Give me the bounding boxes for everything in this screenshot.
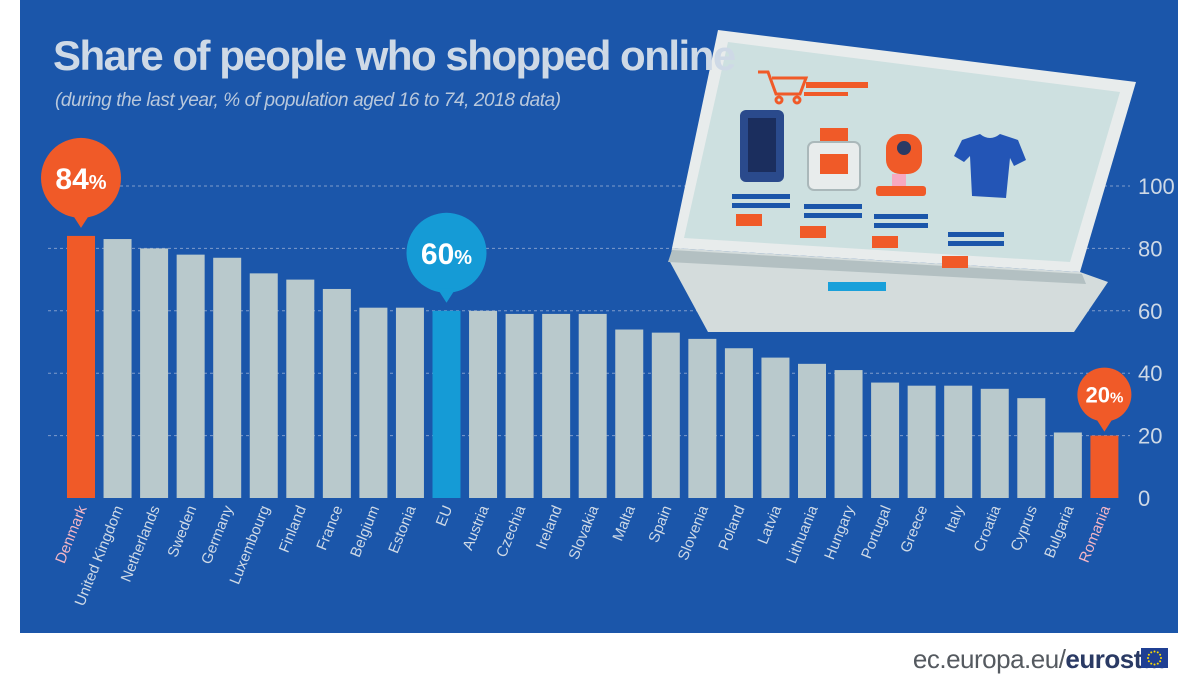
bar-greece (907, 385, 936, 498)
bar-portugal (871, 382, 900, 498)
bar-finland (286, 279, 315, 498)
x-tick-label: Denmark (52, 503, 91, 566)
x-tick-label: Latvia (754, 503, 785, 547)
y-tick-label: 100 (1138, 174, 1175, 199)
bar-cyprus (1017, 398, 1046, 498)
bar-belgium (359, 307, 388, 498)
x-tick-label: Austria (460, 503, 493, 553)
chart-subtitle: (during the last year, % of population a… (55, 90, 561, 111)
callouts: 84% 60% 20% (41, 137, 1132, 432)
x-tick-label: Lithuania (783, 503, 822, 566)
bar-slovenia (688, 338, 717, 498)
bar-romania (1090, 435, 1119, 498)
bar-germany (213, 257, 242, 498)
bar-sweden (176, 254, 205, 498)
bar-latvia (761, 357, 790, 498)
bar-eu (432, 310, 461, 498)
bars (67, 235, 1119, 499)
callout-romania: 20% (1077, 367, 1132, 432)
y-tick-label: 40 (1138, 361, 1162, 386)
bar-ireland (542, 313, 571, 498)
callout-eu: 60% (406, 212, 487, 303)
source-credit[interactable]: ec.europa.eu/eurostat (912, 644, 1165, 675)
x-tick-label: Greece (897, 503, 931, 555)
y-tick-label: 20 (1138, 424, 1162, 449)
laptop-shopping-cart-illustration (668, 30, 1136, 332)
callout-unit: % (89, 172, 107, 194)
bar-hungary (834, 370, 863, 498)
x-tick-label: Sweden (164, 503, 200, 560)
x-tick-label: Portugal (858, 503, 895, 561)
x-tick-label: Hungary (821, 503, 858, 562)
bar-denmark (67, 235, 95, 499)
callout-denmark: 84% (41, 137, 121, 228)
bar-malta (615, 329, 644, 498)
bar-united-kingdom (103, 239, 132, 499)
x-tick-label: Czechia (493, 503, 529, 560)
bar-poland (724, 348, 753, 498)
bar-estonia (395, 307, 424, 498)
x-tick-label: Spain (645, 503, 675, 545)
x-tick-label: Italy (942, 503, 968, 535)
x-tick-label: Slovakia (565, 503, 602, 563)
x-tick-label: Cyprus (1007, 503, 1041, 553)
x-tick-label: Malta (609, 503, 639, 544)
x-tick-label: Finland (276, 503, 310, 555)
bar-czechia (505, 313, 534, 498)
bar-croatia (980, 388, 1009, 498)
chart-panel: 84% 60% 20% 0 20 40 60 80 100 Denmark United Kin… (20, 0, 1178, 633)
bar-luxembourg (249, 273, 278, 498)
bar-netherlands (140, 248, 169, 498)
callout-label: 84% (55, 163, 106, 196)
x-tick-label: Estonia (385, 503, 420, 556)
bar-spain (651, 332, 680, 498)
x-tick-label: France (313, 503, 346, 553)
eu-flag-icon (1141, 648, 1168, 668)
bar-bulgaria (1053, 432, 1082, 498)
callout-unit: % (1110, 390, 1123, 407)
x-tick-label: EU (433, 503, 457, 529)
bar-lithuania (798, 363, 826, 498)
x-tick-label: Bulgaria (1041, 503, 1078, 561)
x-tick-label: Poland (715, 503, 748, 553)
x-tick-label: Croatia (971, 503, 1005, 555)
x-tick-label: Romania (1076, 503, 1114, 566)
bar-slovakia (578, 313, 607, 498)
x-tick-label: Germany (198, 503, 237, 567)
x-tick-label: Slovenia (675, 503, 713, 563)
source-url: ec.europa.eu/ (912, 644, 1066, 674)
y-tick-label: 0 (1138, 486, 1150, 511)
y-tick-label: 60 (1138, 299, 1162, 324)
x-tick-label: Belgium (347, 503, 383, 560)
bar-france (322, 288, 351, 498)
callout-unit: % (454, 247, 472, 269)
x-tick-label: Ireland (533, 503, 566, 552)
chart-title: Share of people who shopped online (53, 32, 736, 79)
bar-italy (944, 385, 973, 498)
bar-austria (469, 310, 498, 498)
y-tick-label: 80 (1138, 236, 1162, 261)
y-axis-ticks: 0 20 40 60 80 100 (1138, 174, 1175, 511)
